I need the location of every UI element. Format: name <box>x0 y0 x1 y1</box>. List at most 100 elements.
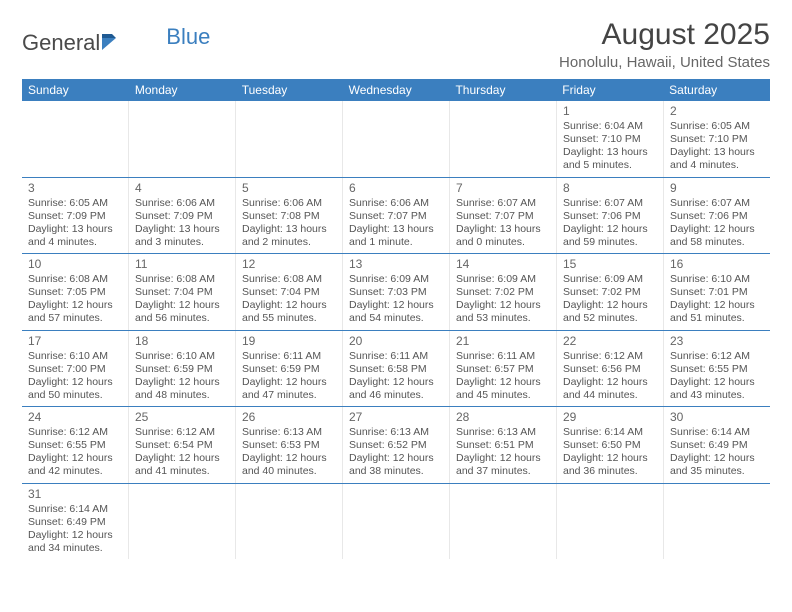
day-number: 24 <box>28 410 122 425</box>
empty-cell <box>236 101 343 177</box>
day-cell: 24Sunrise: 6:12 AMSunset: 6:55 PMDayligh… <box>22 407 129 483</box>
daylight-text: Daylight: 13 hours and 1 minute. <box>349 223 443 249</box>
dayhead-row: Sunday Monday Tuesday Wednesday Thursday… <box>22 79 770 101</box>
sunset-text: Sunset: 6:56 PM <box>563 363 657 376</box>
day-cell: 26Sunrise: 6:13 AMSunset: 6:53 PMDayligh… <box>236 407 343 483</box>
day-cell: 21Sunrise: 6:11 AMSunset: 6:57 PMDayligh… <box>450 331 557 407</box>
sunset-text: Sunset: 7:09 PM <box>135 210 229 223</box>
day-cell: 16Sunrise: 6:10 AMSunset: 7:01 PMDayligh… <box>664 254 770 330</box>
empty-cell <box>236 484 343 560</box>
empty-cell <box>343 101 450 177</box>
daylight-text: Daylight: 12 hours and 34 minutes. <box>28 529 122 555</box>
empty-cell <box>129 101 236 177</box>
day-cell: 9Sunrise: 6:07 AMSunset: 7:06 PMDaylight… <box>664 178 770 254</box>
sunset-text: Sunset: 7:05 PM <box>28 286 122 299</box>
daylight-text: Daylight: 12 hours and 38 minutes. <box>349 452 443 478</box>
sunset-text: Sunset: 7:02 PM <box>456 286 550 299</box>
day-number: 3 <box>28 181 122 196</box>
sunrise-text: Sunrise: 6:09 AM <box>349 273 443 286</box>
sunset-text: Sunset: 6:59 PM <box>135 363 229 376</box>
sunrise-text: Sunrise: 6:11 AM <box>456 350 550 363</box>
daylight-text: Daylight: 12 hours and 47 minutes. <box>242 376 336 402</box>
daylight-text: Daylight: 13 hours and 0 minutes. <box>456 223 550 249</box>
sunset-text: Sunset: 6:55 PM <box>670 363 764 376</box>
sunset-text: Sunset: 7:08 PM <box>242 210 336 223</box>
sunrise-text: Sunrise: 6:05 AM <box>670 120 764 133</box>
day-number: 1 <box>563 104 657 119</box>
daylight-text: Daylight: 12 hours and 59 minutes. <box>563 223 657 249</box>
empty-cell <box>22 101 129 177</box>
sunset-text: Sunset: 7:04 PM <box>242 286 336 299</box>
day-number: 23 <box>670 334 764 349</box>
logo: General Blue <box>22 18 210 56</box>
day-cell: 17Sunrise: 6:10 AMSunset: 7:00 PMDayligh… <box>22 331 129 407</box>
daylight-text: Daylight: 12 hours and 46 minutes. <box>349 376 443 402</box>
week-row: 3Sunrise: 6:05 AMSunset: 7:09 PMDaylight… <box>22 178 770 255</box>
week-row: 24Sunrise: 6:12 AMSunset: 6:55 PMDayligh… <box>22 407 770 484</box>
empty-cell <box>343 484 450 560</box>
sunrise-text: Sunrise: 6:14 AM <box>670 426 764 439</box>
empty-cell <box>450 101 557 177</box>
day-number: 14 <box>456 257 550 272</box>
day-number: 21 <box>456 334 550 349</box>
day-number: 31 <box>28 487 122 502</box>
day-cell: 6Sunrise: 6:06 AMSunset: 7:07 PMDaylight… <box>343 178 450 254</box>
day-number: 11 <box>135 257 229 272</box>
empty-cell <box>129 484 236 560</box>
sunset-text: Sunset: 7:01 PM <box>670 286 764 299</box>
day-cell: 3Sunrise: 6:05 AMSunset: 7:09 PMDaylight… <box>22 178 129 254</box>
day-number: 4 <box>135 181 229 196</box>
empty-cell <box>450 484 557 560</box>
sunrise-text: Sunrise: 6:12 AM <box>670 350 764 363</box>
day-cell: 19Sunrise: 6:11 AMSunset: 6:59 PMDayligh… <box>236 331 343 407</box>
daylight-text: Daylight: 12 hours and 36 minutes. <box>563 452 657 478</box>
week-row: 10Sunrise: 6:08 AMSunset: 7:05 PMDayligh… <box>22 254 770 331</box>
day-number: 30 <box>670 410 764 425</box>
sunset-text: Sunset: 7:09 PM <box>28 210 122 223</box>
day-cell: 4Sunrise: 6:06 AMSunset: 7:09 PMDaylight… <box>129 178 236 254</box>
page-title: August 2025 <box>559 18 770 52</box>
sunrise-text: Sunrise: 6:11 AM <box>349 350 443 363</box>
daylight-text: Daylight: 12 hours and 53 minutes. <box>456 299 550 325</box>
daylight-text: Daylight: 13 hours and 4 minutes. <box>670 146 764 172</box>
sunset-text: Sunset: 6:51 PM <box>456 439 550 452</box>
day-cell: 25Sunrise: 6:12 AMSunset: 6:54 PMDayligh… <box>129 407 236 483</box>
daylight-text: Daylight: 12 hours and 50 minutes. <box>28 376 122 402</box>
sunrise-text: Sunrise: 6:05 AM <box>28 197 122 210</box>
daylight-text: Daylight: 12 hours and 52 minutes. <box>563 299 657 325</box>
day-number: 19 <box>242 334 336 349</box>
daylight-text: Daylight: 12 hours and 41 minutes. <box>135 452 229 478</box>
sunrise-text: Sunrise: 6:07 AM <box>670 197 764 210</box>
sunrise-text: Sunrise: 6:04 AM <box>563 120 657 133</box>
sunrise-text: Sunrise: 6:06 AM <box>242 197 336 210</box>
daylight-text: Daylight: 13 hours and 4 minutes. <box>28 223 122 249</box>
day-number: 22 <box>563 334 657 349</box>
day-cell: 14Sunrise: 6:09 AMSunset: 7:02 PMDayligh… <box>450 254 557 330</box>
sunrise-text: Sunrise: 6:07 AM <box>563 197 657 210</box>
sunset-text: Sunset: 7:00 PM <box>28 363 122 376</box>
day-cell: 29Sunrise: 6:14 AMSunset: 6:50 PMDayligh… <box>557 407 664 483</box>
sunset-text: Sunset: 7:07 PM <box>456 210 550 223</box>
sunset-text: Sunset: 6:53 PM <box>242 439 336 452</box>
day-number: 28 <box>456 410 550 425</box>
day-number: 13 <box>349 257 443 272</box>
week-row: 17Sunrise: 6:10 AMSunset: 7:00 PMDayligh… <box>22 331 770 408</box>
dayhead-sun: Sunday <box>22 79 129 101</box>
day-cell: 2Sunrise: 6:05 AMSunset: 7:10 PMDaylight… <box>664 101 770 177</box>
sunset-text: Sunset: 6:59 PM <box>242 363 336 376</box>
sunset-text: Sunset: 6:58 PM <box>349 363 443 376</box>
sunrise-text: Sunrise: 6:14 AM <box>563 426 657 439</box>
sunrise-text: Sunrise: 6:07 AM <box>456 197 550 210</box>
day-cell: 30Sunrise: 6:14 AMSunset: 6:49 PMDayligh… <box>664 407 770 483</box>
day-number: 17 <box>28 334 122 349</box>
day-cell: 23Sunrise: 6:12 AMSunset: 6:55 PMDayligh… <box>664 331 770 407</box>
daylight-text: Daylight: 12 hours and 43 minutes. <box>670 376 764 402</box>
sunrise-text: Sunrise: 6:12 AM <box>563 350 657 363</box>
day-number: 8 <box>563 181 657 196</box>
daylight-text: Daylight: 12 hours and 54 minutes. <box>349 299 443 325</box>
daylight-text: Daylight: 12 hours and 35 minutes. <box>670 452 764 478</box>
sunrise-text: Sunrise: 6:12 AM <box>135 426 229 439</box>
sunrise-text: Sunrise: 6:09 AM <box>456 273 550 286</box>
day-number: 16 <box>670 257 764 272</box>
sunrise-text: Sunrise: 6:13 AM <box>456 426 550 439</box>
